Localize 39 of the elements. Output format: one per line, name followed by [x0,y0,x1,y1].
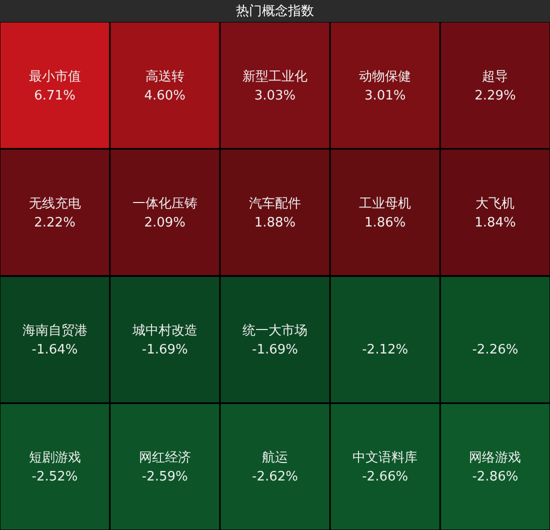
category-label: 无线充电 [28,196,81,212]
category-label: 海南自贸港 [22,324,88,339]
data-label: -2.12% [362,342,408,358]
data-label: -1.69% [142,342,188,358]
data-label: 1.86% [364,215,406,230]
category-label: 短剧游戏 [28,450,81,466]
category-label: 中文语料库 [352,450,418,466]
category-label: 最小市值 [28,69,81,84]
data-label: 2.22% [34,215,76,230]
category-label: 工业母机 [359,196,412,212]
data-label: 3.01% [364,88,406,104]
data-label: 3.03% [254,88,296,104]
category-label: 统一大市场 [242,324,308,339]
category-label: 航运 [262,450,288,466]
data-label: -2.66% [362,470,408,485]
category-label: 高送转 [145,68,184,84]
data-label: 4.60% [144,88,186,104]
category-label: 新型工业化 [242,69,308,84]
data-label: 1.88% [254,215,296,230]
category-label: 城中村改造 [131,324,198,339]
data-label: 2.09% [144,215,186,230]
category-label: 汽车配件 [249,196,301,212]
data-label: -2.59% [142,470,188,485]
category-label: 动物保健 [359,69,412,84]
category-label: 大飞机 [476,196,515,212]
data-label: 6.71% [34,88,76,104]
category-label: 一体化压铸 [132,196,198,212]
data-label: -2.62% [252,470,298,485]
data-label: 2.29% [474,88,516,104]
text: 热门概念指数 [236,3,314,19]
data-label: -2.52% [32,470,78,485]
data-label: 1.84% [474,215,516,230]
data-label: -2.26% [472,342,518,358]
category-label: 超导 [482,69,508,84]
data-label: -2.86% [472,470,518,485]
category-label: 网红经济 [138,450,191,466]
data-label: -1.69% [252,342,298,358]
category-label: 网络游戏 [469,450,522,466]
data-label: -1.64% [32,342,78,358]
